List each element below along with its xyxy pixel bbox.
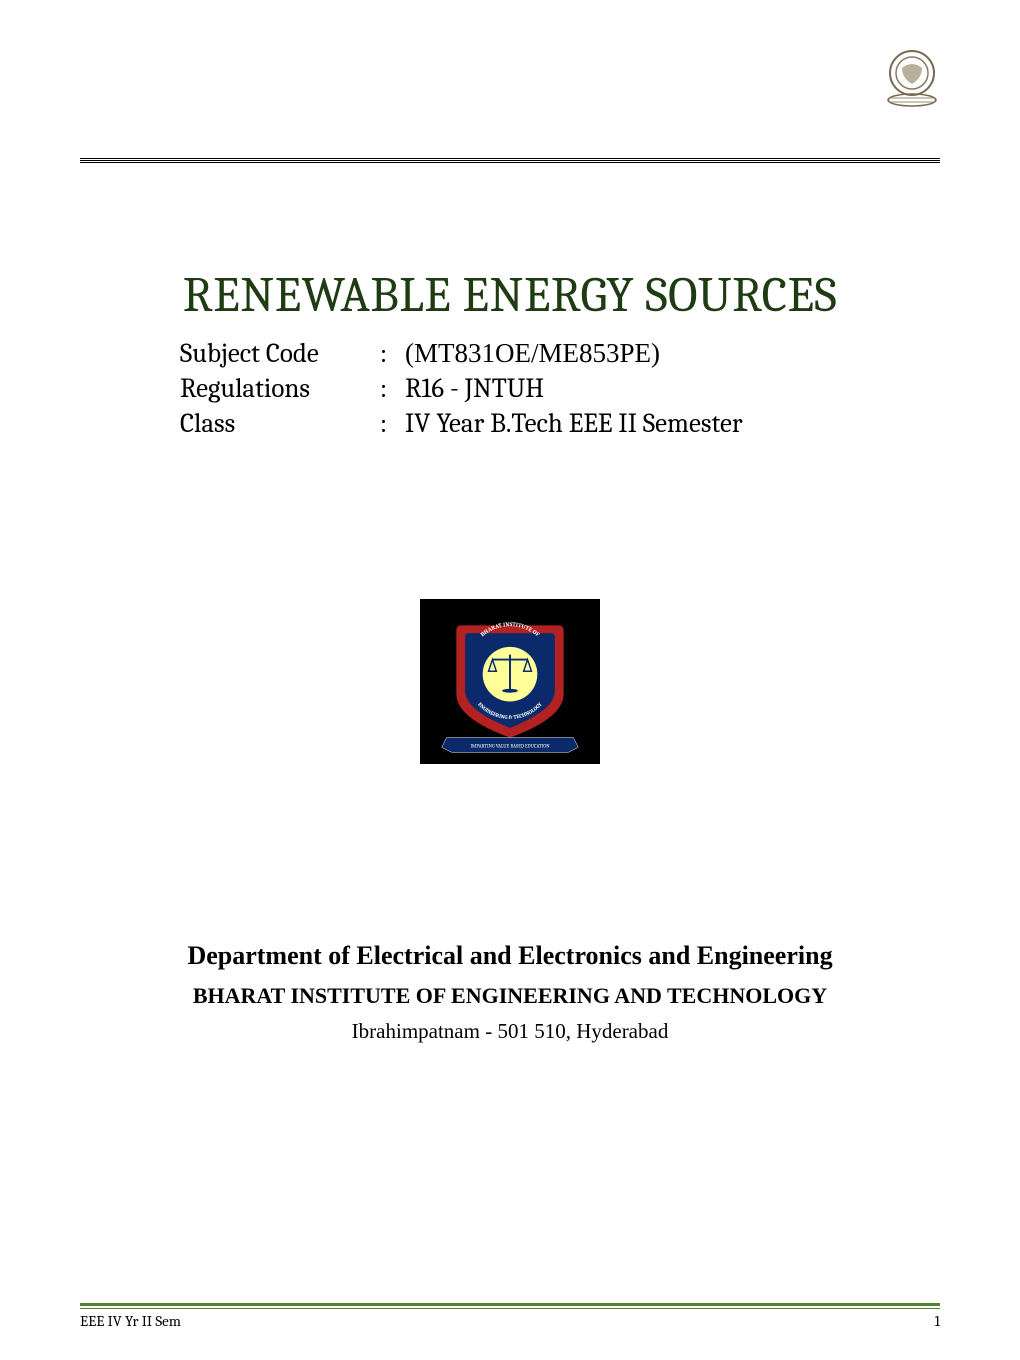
page-header	[80, 50, 940, 110]
page-number: 1	[935, 1312, 940, 1330]
detail-row-subject-code: Subject Code : (MT831OE/ME853PE)	[180, 338, 940, 369]
center-logo-container: BHARAT INSTITUTE OF ENGINEERING & TECHNO…	[80, 599, 940, 766]
institute-name: BHARAT INSTITUTE OF ENGINEERING AND TECH…	[80, 983, 940, 1009]
detail-value: R16 - JNTUH	[405, 373, 544, 404]
footer-horizontal-rule	[80, 1303, 940, 1309]
department-name: Department of Electrical and Electronics…	[80, 941, 940, 971]
detail-label: Subject Code	[180, 338, 380, 369]
detail-separator: :	[380, 373, 405, 404]
header-horizontal-rule	[80, 158, 940, 163]
detail-label: Regulations	[180, 373, 380, 404]
footer-left-label: EEE IV Yr II Sem	[80, 1312, 181, 1330]
detail-separator: :	[380, 408, 405, 439]
page-footer: EEE IV Yr II Sem 1	[80, 1303, 940, 1330]
course-details-block: Subject Code : (MT831OE/ME853PE) Regulat…	[180, 338, 940, 439]
detail-label: Class	[180, 408, 380, 439]
header-seal-logo	[884, 50, 940, 110]
svg-text:IMPARTING VALUE BASED EDUCATIO: IMPARTING VALUE BASED EDUCATION	[470, 744, 550, 749]
detail-value: IV Year B.Tech EEE II Semester	[405, 408, 743, 439]
footer-text-row: EEE IV Yr II Sem 1	[80, 1312, 940, 1330]
institute-logo: BHARAT INSTITUTE OF ENGINEERING & TECHNO…	[420, 599, 600, 764]
course-title: RENEWABLE ENERGY SOURCES	[80, 268, 940, 324]
detail-separator: :	[380, 338, 405, 369]
detail-value: (MT831OE/ME853PE)	[405, 338, 660, 369]
detail-row-regulations: Regulations : R16 - JNTUH	[180, 373, 940, 404]
detail-row-class: Class : IV Year B.Tech EEE II Semester	[180, 408, 940, 439]
institute-location: Ibrahimpatnam - 501 510, Hyderabad	[80, 1019, 940, 1044]
